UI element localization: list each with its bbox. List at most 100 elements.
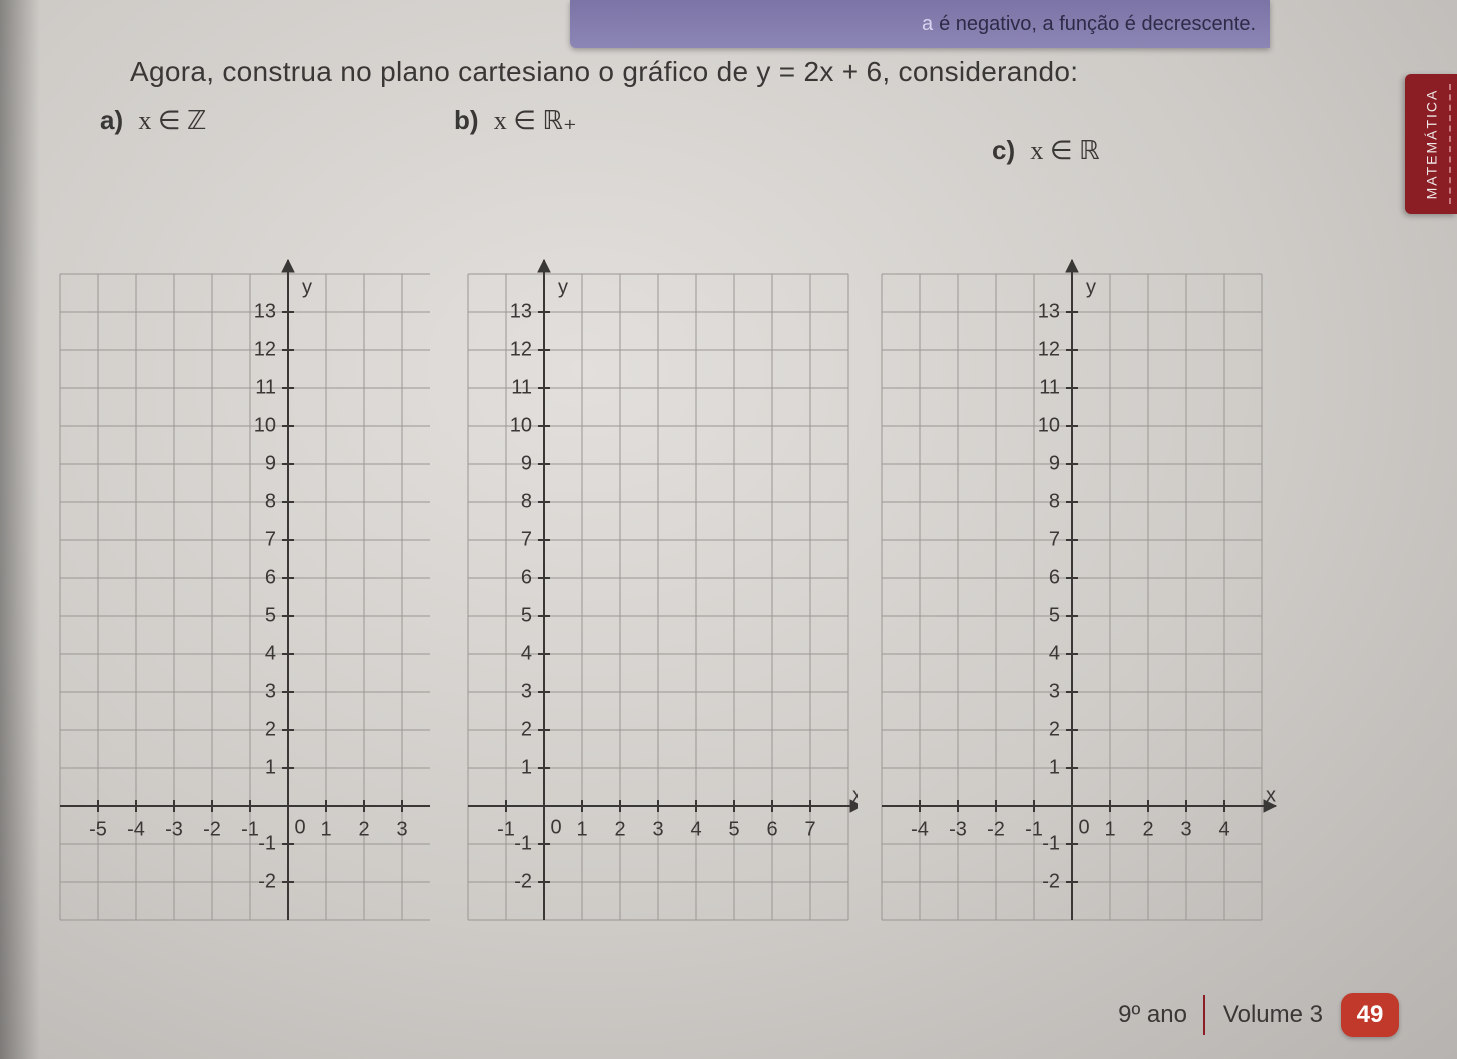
top-banner: a é negativo, a função é decrescente. [570,0,1270,48]
svg-text:-2: -2 [514,870,532,892]
option-a-math: x ∈ ℤ [138,106,206,135]
svg-text:5: 5 [1049,604,1060,626]
svg-text:-1: -1 [514,832,532,854]
option-b-label: b) [454,105,479,135]
svg-text:1: 1 [576,818,587,840]
svg-text:3: 3 [396,818,407,840]
svg-text:1: 1 [521,756,532,778]
svg-text:10: 10 [1038,414,1060,436]
svg-text:1: 1 [1049,756,1060,778]
svg-text:-4: -4 [911,818,929,840]
svg-text:-3: -3 [949,818,967,840]
option-c-label: c) [992,135,1015,165]
svg-text:1: 1 [320,818,331,840]
svg-text:x: x [1266,784,1276,806]
svg-text:3: 3 [1049,680,1060,702]
svg-text:0: 0 [294,816,305,838]
svg-text:0: 0 [1078,816,1089,838]
svg-text:-1: -1 [497,818,515,840]
option-c-math: x ∈ ℝ [1030,136,1099,165]
binding-shadow [0,0,40,1059]
chart-a: -5-4-3-2-11230-2-112345678910111213xy [50,170,430,930]
svg-text:-4: -4 [127,818,145,840]
svg-text:10: 10 [254,414,276,436]
svg-text:9: 9 [265,452,276,474]
svg-text:4: 4 [1049,642,1060,664]
svg-text:8: 8 [1049,490,1060,512]
svg-text:9: 9 [521,452,532,474]
svg-text:7: 7 [521,528,532,550]
svg-text:3: 3 [521,680,532,702]
svg-text:5: 5 [728,818,739,840]
svg-text:11: 11 [511,376,532,398]
chart-c: -4-3-2-112340-2-112345678910111213xy [872,190,1402,930]
svg-text:6: 6 [265,566,276,588]
svg-text:9: 9 [1049,452,1060,474]
svg-text:4: 4 [1218,818,1229,840]
svg-text:6: 6 [521,566,532,588]
svg-text:-2: -2 [987,818,1005,840]
svg-text:3: 3 [1180,818,1191,840]
svg-text:3: 3 [652,818,663,840]
svg-text:3: 3 [265,680,276,702]
footer-grade: 9º ano [1118,1001,1187,1029]
option-c: c) x ∈ ℝ [992,135,1100,166]
svg-text:12: 12 [1038,338,1060,360]
page-number-text: 49 [1357,1001,1384,1029]
option-a: a) x ∈ ℤ [100,105,206,136]
svg-text:-5: -5 [89,818,107,840]
svg-text:7: 7 [265,528,276,550]
svg-text:8: 8 [521,490,532,512]
svg-text:-3: -3 [165,818,183,840]
svg-text:13: 13 [1038,300,1060,322]
svg-text:4: 4 [265,642,276,664]
svg-text:-1: -1 [258,832,276,854]
svg-text:y: y [1086,277,1096,299]
svg-text:2: 2 [358,818,369,840]
svg-text:13: 13 [510,300,532,322]
svg-text:12: 12 [510,338,532,360]
page: a é negativo, a função é decrescente. MA… [0,0,1457,1059]
instruction-text: Agora, construa no plano cartesiano o gr… [130,56,1078,88]
svg-text:2: 2 [521,718,532,740]
page-number: 49 [1341,993,1399,1037]
page-footer: 9º ano Volume 3 49 [1118,993,1399,1037]
svg-text:12: 12 [254,338,276,360]
svg-text:-1: -1 [1042,832,1060,854]
subject-tab-text: MATEMÁTICA [1423,89,1439,200]
svg-text:-1: -1 [1025,818,1043,840]
banner-text-light: a [922,13,933,36]
option-b: b) x ∈ ℝ₊ [454,105,577,136]
svg-text:11: 11 [255,376,276,398]
option-b-math: x ∈ ℝ₊ [494,106,577,135]
svg-text:4: 4 [521,642,532,664]
svg-text:10: 10 [510,414,532,436]
chart-b: -112345670-2-112345678910111213xy [458,170,858,930]
svg-text:-2: -2 [203,818,221,840]
option-a-label: a) [100,105,123,135]
svg-text:-1: -1 [241,818,259,840]
svg-text:-2: -2 [1042,870,1060,892]
svg-text:7: 7 [804,818,815,840]
svg-text:5: 5 [521,604,532,626]
svg-text:1: 1 [265,756,276,778]
svg-text:x: x [852,784,858,806]
svg-text:2: 2 [1049,718,1060,740]
svg-text:2: 2 [614,818,625,840]
svg-text:0: 0 [550,816,561,838]
svg-text:1: 1 [1104,818,1115,840]
svg-text:8: 8 [265,490,276,512]
svg-text:13: 13 [254,300,276,322]
svg-text:4: 4 [690,818,701,840]
svg-text:-2: -2 [258,870,276,892]
svg-text:6: 6 [1049,566,1060,588]
svg-text:y: y [558,277,568,299]
footer-divider [1203,995,1205,1035]
banner-text-dark: é negativo, a função é decrescente. [939,13,1256,36]
svg-text:6: 6 [766,818,777,840]
stitch-icon [1449,84,1451,204]
footer-volume: Volume 3 [1223,1001,1323,1029]
svg-text:11: 11 [1039,376,1060,398]
svg-text:2: 2 [1142,818,1153,840]
svg-text:y: y [302,277,312,299]
